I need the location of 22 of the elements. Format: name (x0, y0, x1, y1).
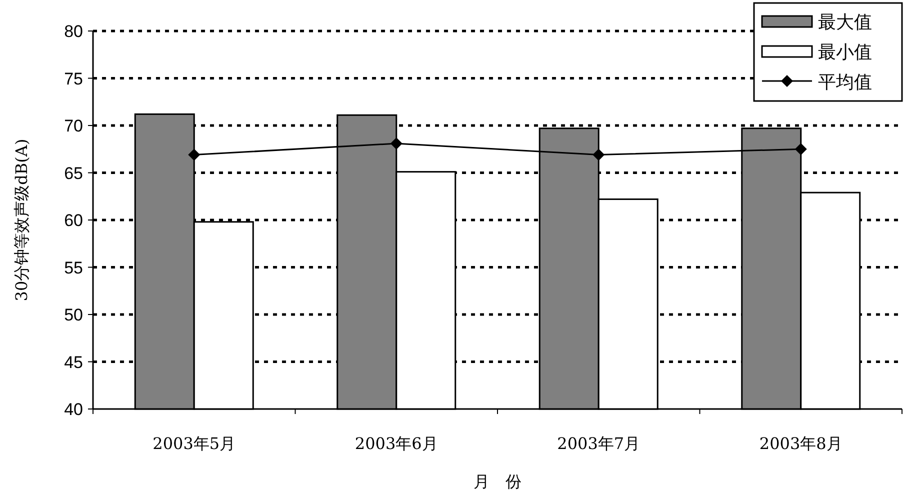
x-tick-label: 2003年8月 (759, 434, 842, 453)
y-axis-title: 30分钟等效声级dB(A) (12, 138, 31, 302)
y-tick-label: 70 (64, 116, 83, 136)
x-tick-label: 2003年6月 (354, 434, 438, 453)
x-tick-label: 2003年7月 (557, 434, 640, 453)
point (188, 148, 200, 161)
legend-label: 最大值 (818, 12, 872, 33)
legend-label: 最小值 (818, 42, 872, 63)
y-tick-label: 50 (64, 306, 83, 324)
point (794, 143, 807, 156)
legend-label: 平均值 (818, 72, 872, 93)
y-tick-label: 60 (64, 211, 83, 230)
y-tick-label: 55 (64, 258, 83, 278)
y-tick-label: 40 (64, 400, 83, 419)
y-tick-label: 65 (64, 164, 83, 183)
x-axis-title: 月 份 (474, 472, 522, 491)
point (592, 148, 605, 161)
point (390, 137, 402, 150)
y-tick-label: 45 (64, 352, 83, 372)
y-tick-label: 75 (64, 69, 83, 88)
y-tick-label: 80 (64, 22, 83, 41)
x-tick-label: 2003年5月 (152, 434, 236, 453)
